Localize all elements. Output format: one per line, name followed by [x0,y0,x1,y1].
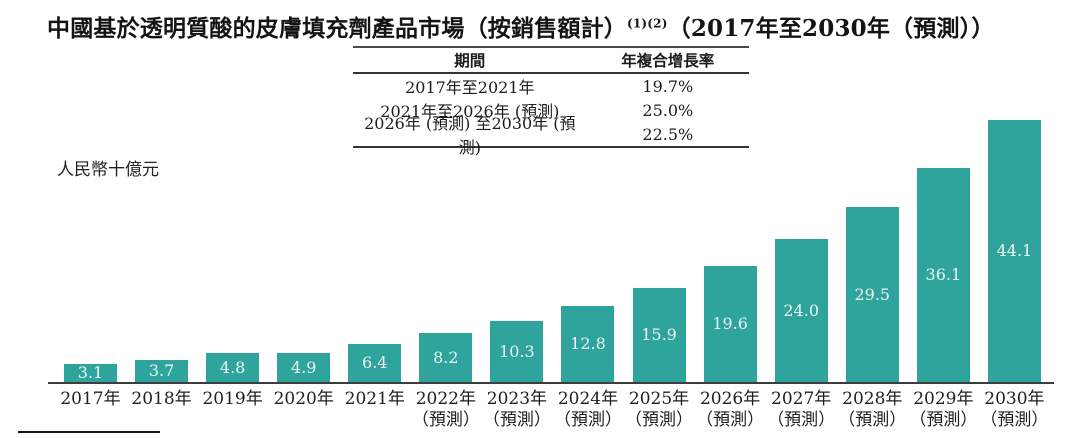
bar-2023年: 10.3 [490,321,544,382]
cagr-header: 年複合增長率 [621,53,715,70]
bar-column: 8.2 2022年 （預測） [410,110,481,430]
cagr-table-header-row: 期間 年複合增長率 [353,48,749,74]
bar-2018年: 3.7 [135,360,189,382]
x-axis-label: 2024年 （預測） [553,389,622,430]
x-axis-label: 2029年 （預測） [909,389,978,430]
bar-value-label: 24.0 [783,300,819,320]
bar-2026年: 19.6 [703,266,757,382]
bar-2022年: 8.2 [419,333,473,382]
bar-value-label: 3.7 [148,361,175,380]
page-title-footnote-marks: (1)(2) [627,16,668,31]
table-row: 2021年至2026年 (預測) 25.0% [353,98,749,122]
bar-column: 4.8 2019年 [197,110,268,409]
table-row: 2017年至2021年 19.7% [353,74,749,98]
bar-column: 29.5 2028年 （預測） [837,110,908,430]
bar-2029年: 36.1 [916,168,970,382]
bar-value-label: 29.5 [854,284,891,304]
x-axis-label: 2018年 [131,389,192,409]
period-cell: 2021年至2026年 (預測) [380,102,560,121]
x-axis-label: 2026年 （預測） [696,389,765,430]
bar-value-label: 6.4 [362,353,388,372]
bar-value-label: 3.1 [77,364,104,382]
bar-column: 19.6 2026年 （預測） [695,110,766,430]
bar-column: 12.8 2024年 （預測） [552,110,623,430]
page-title: 中國基於透明質酸的皮膚填充劑產品市場（按銷售額計）(1)(2)（2017年至20… [47,9,995,43]
bar-2025年: 15.9 [632,288,686,382]
x-axis-label: 2022年 （預測） [411,389,480,430]
bar-2024年: 12.8 [561,306,615,382]
bar-chart: 3.1 2017年 3.7 2018年 4.8 2019年 4.9 2020年 6.4 2021年… [48,110,1054,430]
bar-column: 3.7 2018年 [126,110,197,409]
bar-value-label: 4.8 [219,357,246,377]
bar-column: 4.9 2020年 [268,110,339,409]
x-axis-label: 2028年 （預測） [838,389,907,430]
bar-value-label: 12.8 [570,334,606,353]
bar-column: 15.9 2025年 （預測） [624,110,695,430]
bar-value-label: 19.6 [712,314,748,333]
x-axis-label: 2027年 （預測） [767,389,836,430]
x-axis-label: 2021年 [344,389,405,409]
cagr-cell: 22.5% [642,124,694,144]
x-axis-label: 2025年 （預測） [625,389,694,430]
bar-2021年: 6.4 [348,344,402,382]
bar-column: 3.1 2017年 [55,110,126,409]
cagr-cell: 25.0% [642,100,694,120]
period-cell: 2026年 (預測) 至2030年 (預測) [364,114,576,157]
bar-value-label: 8.2 [433,347,459,367]
table-row: 2026年 (預測) 至2030年 (預測) 22.5% [353,114,749,157]
bar-2019年: 4.8 [206,353,260,382]
x-axis-label: 2023年 （預測） [482,389,551,430]
bar-value-label: 44.1 [996,241,1033,260]
bar-value-label: 15.9 [641,325,677,344]
bar-value-label: 10.3 [499,341,535,361]
period-cell: 2017年至2021年 [405,78,535,97]
bar-column: 6.4 2021年 [339,110,410,409]
bar-2017年: 3.1 [64,364,117,382]
cagr-table: 期間 年複合增長率 2017年至2021年 19.7% 2021年至2026年 … [353,46,749,157]
bar-column: 10.3 2023年 （預測） [481,110,552,430]
period-header: 期間 [454,53,486,70]
x-axis-label: 2020年 [273,389,334,409]
bar-column: 24.0 2027年 （預測） [766,110,837,430]
x-axis-label: 2019年 [202,389,263,409]
page-title-range: （2017年至2030年（預測）） [667,15,995,42]
bar-column: 36.1 2029年 （預測） [908,110,979,430]
footnote-divider [18,431,160,433]
bar-2030年: 44.1 [987,120,1041,382]
y-axis-unit-label: 人民幣十億元 [57,160,159,180]
bar-2028年: 29.5 [845,207,899,382]
x-axis-label: 2017年 [60,389,121,409]
bar-value-label: 36.1 [925,265,962,284]
cagr-cell: 19.7% [642,76,694,96]
bar-2027年: 24.0 [774,239,828,382]
x-axis-label: 2030年 （預測） [980,389,1049,430]
bar-column: 44.1 2030年 （預測） [979,110,1050,430]
bar-2020年: 4.9 [277,353,331,382]
bar-value-label: 4.9 [290,357,317,377]
page-title-main: 中國基於透明質酸的皮膚填充劑產品市場（按銷售額計） [47,15,627,42]
